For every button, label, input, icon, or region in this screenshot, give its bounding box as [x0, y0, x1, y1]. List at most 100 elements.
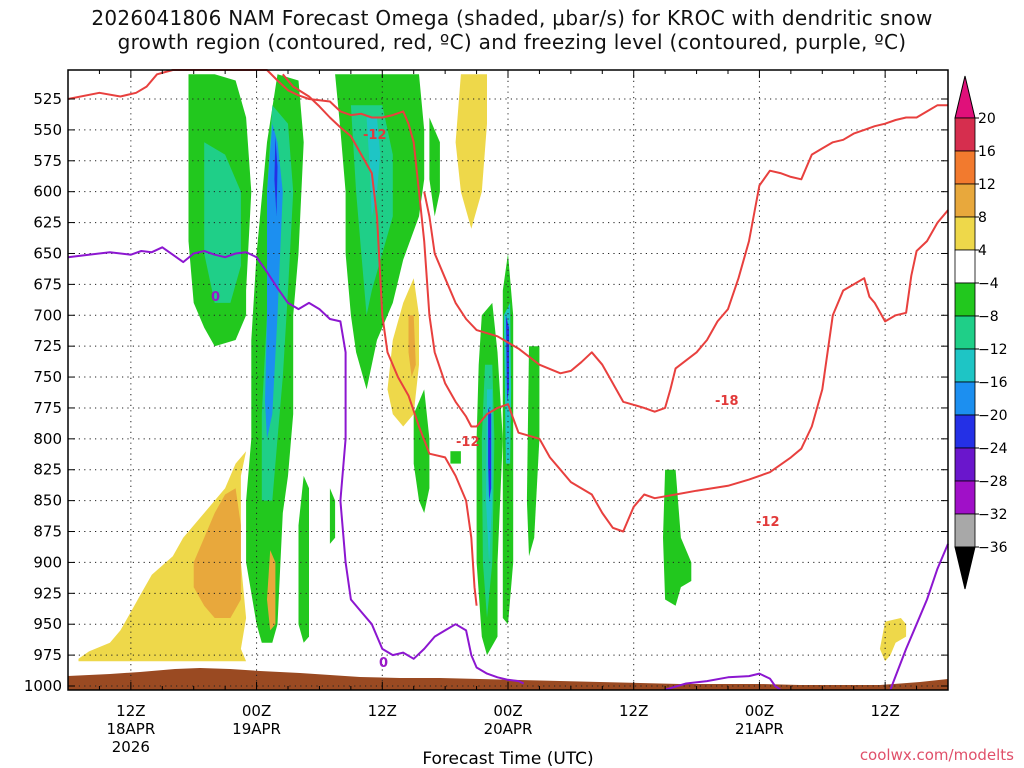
- y-tick-label: 675: [33, 275, 62, 293]
- grid-layer: [68, 70, 948, 690]
- x-tick-label: 12Z: [870, 702, 899, 720]
- red-contour-label: -18: [715, 394, 739, 409]
- colorbar-label: 8: [978, 210, 987, 226]
- colorbar-label: −4: [978, 276, 999, 292]
- red-contour-line: [67, 69, 949, 533]
- x-tick-label: 00Z: [242, 702, 271, 720]
- colorbar-bottom-arrow: [954, 546, 976, 590]
- x-tick-label: 12Z: [619, 702, 648, 720]
- omega-region: [329, 488, 336, 544]
- y-tick-label: 950: [33, 615, 62, 633]
- y-tick-label: 825: [33, 461, 62, 479]
- colorbar-segment: [954, 447, 976, 482]
- colorbar-label: −8: [978, 309, 999, 325]
- x-tick-label: 12Z: [368, 702, 397, 720]
- omega-region: [663, 469, 692, 606]
- colorbar-label: −24: [978, 441, 1008, 457]
- omega-shading-layer: [78, 74, 907, 662]
- colorbar-label: −20: [978, 408, 1008, 424]
- omega-region: [450, 451, 461, 464]
- colorbar-label: 20: [978, 111, 996, 127]
- colorbar-segment: [954, 480, 976, 515]
- x-tick-label: 18APR: [106, 720, 155, 738]
- colorbar-label: −28: [978, 474, 1008, 490]
- y-tick-label: 900: [33, 553, 62, 571]
- y-tick-label: 625: [33, 214, 62, 232]
- y-tick-label: 600: [33, 183, 62, 201]
- colorbar-segment: [954, 216, 976, 251]
- colorbar-label: 4: [978, 243, 987, 259]
- omega-region: [488, 407, 492, 501]
- y-tick-label: 725: [33, 337, 62, 355]
- colorbar-segment: [954, 315, 976, 350]
- x-tick-label: 21APR: [735, 720, 784, 738]
- y-tick-label: 1000: [24, 677, 62, 695]
- colorbar: 20 16 12 8 4 −4 −8 −12 −16 −20 −24 −28 −32 −36: [954, 75, 1008, 590]
- colorbar-segment: [954, 414, 976, 449]
- x-tick-label: 2026: [112, 738, 150, 756]
- y-tick-label: 550: [33, 121, 62, 139]
- purple-contour-label: 0: [379, 656, 388, 671]
- red-contour-label: -12: [756, 515, 780, 530]
- contour-layer: [67, 69, 949, 691]
- purple-contour-label: 0: [211, 290, 220, 305]
- y-tick-label: 875: [33, 523, 62, 541]
- colorbar-label: −12: [978, 342, 1008, 358]
- omega-region: [429, 117, 440, 217]
- chart-title-line2: growth region (contoured, red, ºC) and f…: [117, 30, 907, 54]
- y-tick-label: 750: [33, 368, 62, 386]
- x-tick-label: 19APR: [232, 720, 281, 738]
- y-tick-label: 775: [33, 399, 62, 417]
- y-tick-label: 525: [33, 90, 62, 108]
- omega-region: [455, 74, 487, 229]
- colorbar-segment: [954, 183, 976, 218]
- colorbar-label: −16: [978, 375, 1008, 391]
- purple-contour-line: [67, 246, 525, 685]
- colorbar-segment: [954, 348, 976, 383]
- x-tick-label: 00Z: [745, 702, 774, 720]
- purple-contour-line: [664, 672, 781, 691]
- terrain-ground: [68, 668, 948, 690]
- colorbar-segment: [954, 513, 976, 548]
- colorbar-label: 16: [978, 144, 996, 160]
- red-contour-line: [282, 73, 478, 606]
- omega-region: [274, 136, 278, 217]
- omega-region: [193, 488, 241, 618]
- y-tick-label: 575: [33, 152, 62, 170]
- purple-contour-line: [889, 543, 949, 691]
- red-contour-label: -12: [363, 128, 387, 143]
- y-tick-label: 650: [33, 244, 62, 262]
- colorbar-label: −32: [978, 507, 1008, 523]
- omega-region: [204, 142, 241, 303]
- colorbar-label: 12: [978, 177, 996, 193]
- colorbar-segment: [954, 150, 976, 185]
- y-tick-label: 850: [33, 492, 62, 510]
- omega-region: [387, 278, 419, 427]
- colorbar-top-arrow: [954, 75, 976, 119]
- x-axis-label: Forecast Time (UTC): [422, 749, 593, 768]
- x-tick-label: 20APR: [484, 720, 533, 738]
- y-tick-label: 925: [33, 584, 62, 602]
- colorbar-segment: [954, 282, 976, 317]
- x-tick-label: 00Z: [493, 702, 522, 720]
- colorbar-segment: [954, 249, 976, 284]
- y-tick-label: 975: [33, 646, 62, 664]
- colorbar-segment: [954, 117, 976, 152]
- omega-region: [298, 475, 309, 643]
- y-axis: 525 550 575 600 625 650 675 700 725 750 775 800 825 8…: [24, 90, 948, 695]
- chart-title-line1: 2026041806 NAM Forecast Omega (shaded, μ…: [91, 6, 933, 30]
- colorbar-segment: [954, 381, 976, 416]
- omega-region: [267, 550, 276, 631]
- omega-region: [879, 618, 907, 662]
- credit-text: coolwx.com/modelts: [860, 746, 1014, 764]
- red-contour-line: [423, 104, 948, 413]
- colorbar-label: −36: [978, 540, 1008, 556]
- x-tick-label: 12Z: [116, 702, 145, 720]
- y-tick-label: 700: [33, 306, 62, 324]
- y-tick-label: 800: [33, 430, 62, 448]
- omega-region: [505, 315, 509, 402]
- omega-region: [526, 346, 540, 557]
- omega-region: [408, 315, 416, 378]
